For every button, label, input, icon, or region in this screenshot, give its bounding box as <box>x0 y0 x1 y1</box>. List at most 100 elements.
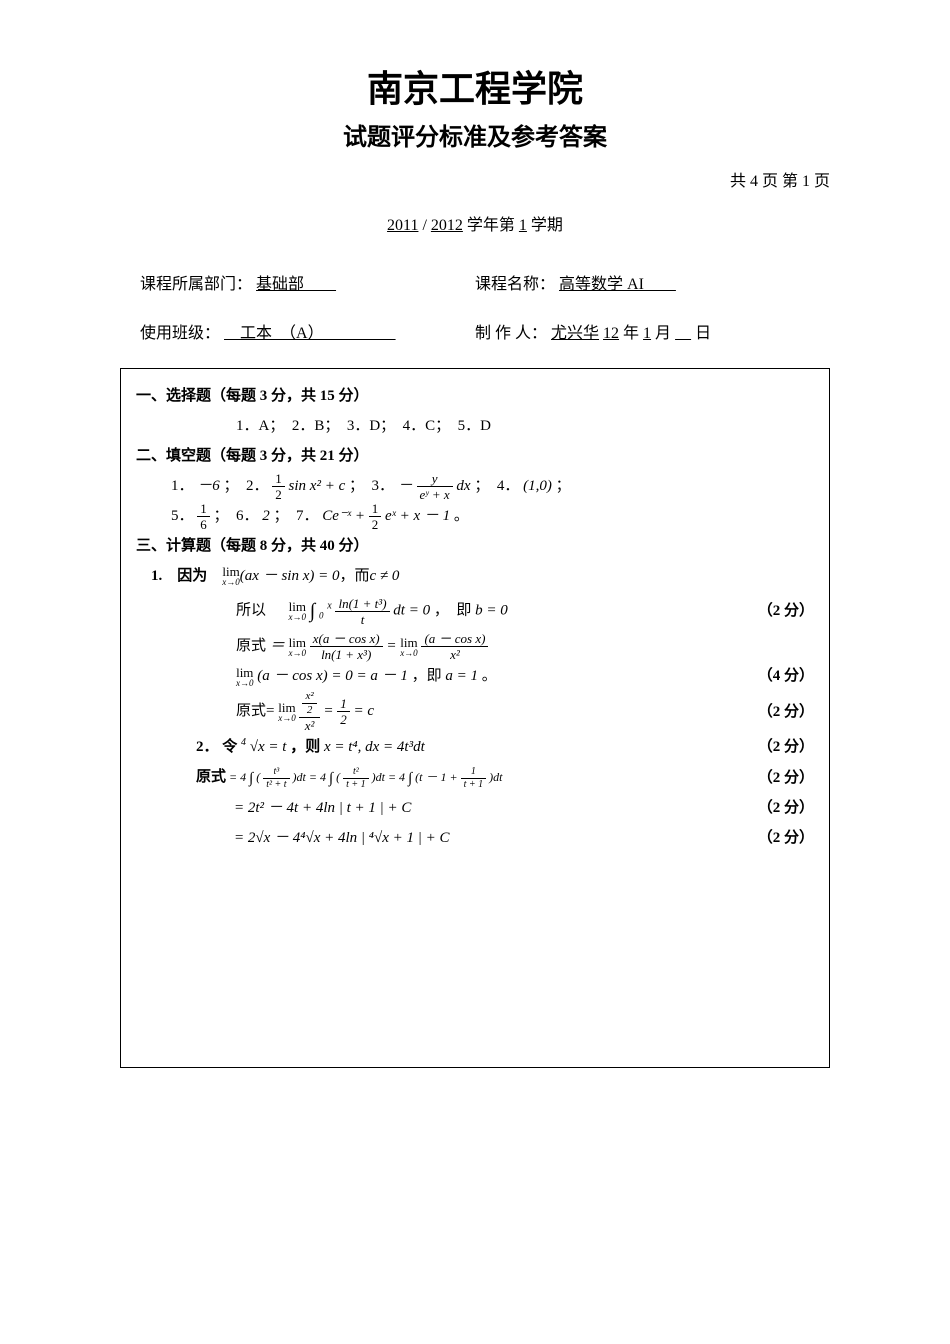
calc1-aeq: a = 1 <box>445 668 478 684</box>
q2-frac-den: 2 <box>272 487 285 501</box>
calc2-eq: = 4 <box>229 770 246 784</box>
calc2-score1: （2 分） <box>758 732 814 762</box>
q6-prefix: ； 6． <box>214 508 259 524</box>
month-suffix: 月 <box>655 325 671 342</box>
q7-suffix: 。 <box>454 508 469 524</box>
q7-frac: 1 2 <box>369 502 382 531</box>
author-value: 尤兴华 <box>551 325 599 342</box>
course-field: 课程名称： 高等数学 AI <box>475 270 810 294</box>
q3-prefix: ； 3． <box>349 478 394 494</box>
calc2-int3: ∫ <box>408 770 412 786</box>
calc1-f1: x(a － cos x) ln(1 + x³) <box>310 632 383 661</box>
class-label: 使用班级： <box>140 325 220 342</box>
meta-row-2: 使用班级： 工本 （A） 制 作 人： 尤兴华 12 年 1 月 日 <box>120 319 830 343</box>
q7-prefix: ； 7． <box>274 508 319 524</box>
q4-suffix: ； <box>556 478 571 494</box>
calc2-int3-rest: )dt <box>489 770 502 784</box>
calc1-because: 因为 <box>177 561 207 591</box>
calc2-let: 令 <box>222 739 237 755</box>
sem-suffix: 学期 <box>531 217 563 234</box>
calc2-int1: ∫ <box>249 770 253 786</box>
meta-row-1: 课程所属部门： 基础部 课程名称： 高等数学 AI <box>120 270 830 294</box>
q3-frac-num: y <box>417 472 453 487</box>
slash: / <box>422 217 430 234</box>
year-suffix: 年 <box>623 325 643 342</box>
calc2-l3: = 2t² － 4t + 4ln | t + 1 | + C <box>234 800 411 816</box>
calc1-lim4: lim x→0 <box>400 636 418 658</box>
calc1-period: 。 <box>482 668 497 684</box>
date-day-blank <box>675 325 691 342</box>
title-sub: 试题评分标准及参考答案 <box>120 117 830 152</box>
q5-prefix: 5． <box>171 508 194 524</box>
q4-prefix: ； 4． <box>474 478 519 494</box>
calc2-orig: 原式 <box>196 769 226 785</box>
calc1-f2: (a － cos x) x² <box>421 632 488 661</box>
calc1-score1: （2 分） <box>758 596 814 626</box>
calc1-beq: b = 0 <box>475 603 508 619</box>
calc1-line2: 所以 lim x→0 ∫ 0 x ln(1 + t³) t dt = 0 ， 即… <box>136 591 814 631</box>
calc1-lim5: lim x→0 <box>236 666 254 688</box>
calc1-lim1: lim x→0 <box>222 565 240 587</box>
page-info: 共 4 页 第 1 页 <box>120 167 830 191</box>
calc1-line4: lim x→0 (a － cos x) = 0 = a － 1 ，即 a = 1… <box>136 661 814 691</box>
calc1-lim5-expr: (a － cos x) = 0 = a － 1 <box>257 668 408 684</box>
calc2-score4: （2 分） <box>758 823 814 853</box>
calc1-int-lower: 0 <box>319 611 324 621</box>
class-value: 工本 （A） <box>224 325 396 342</box>
year-start: 2011 <box>387 217 418 234</box>
fill-line-1: 1． －6 ； 2． 1 2 sin x² + c ； 3． － y eʸ + … <box>136 471 814 501</box>
calc1-num: 1. <box>151 561 162 591</box>
q6-val: 2 <box>262 508 270 524</box>
calc1-ie2: ，即 <box>412 668 442 684</box>
q5-frac: 1 6 <box>197 502 210 531</box>
calc1-score3: （2 分） <box>758 697 814 727</box>
course-value: 高等数学 AI <box>559 276 676 293</box>
semester-line: 2011 / 2012 学年第 1 学期 <box>120 211 830 235</box>
calc2-int1-rest: )dt = 4 <box>293 770 326 784</box>
fill-line-2: 5． 1 6 ； 6． 2 ； 7． Ce⁻ˣ + 1 2 eˣ + x － 1… <box>136 501 814 531</box>
author-label: 制 作 人： <box>475 325 547 342</box>
calc1-cneq: c ≠ 0 <box>370 561 400 591</box>
day-suffix: 日 <box>695 325 711 342</box>
q7-val: Ce⁻ˣ + <box>322 508 368 524</box>
sem-num: 1 <box>519 217 527 234</box>
calc2-int2-frac: t² t + 1 <box>343 767 369 790</box>
calc1-orig: 原式 <box>236 638 266 654</box>
calc1-lim2: lim x→0 <box>289 600 307 622</box>
title-main: 南京工程学院 <box>120 60 830 112</box>
calc2-score3: （2 分） <box>758 793 814 823</box>
q3-rest: dx <box>456 478 470 494</box>
author-field: 制 作 人： 尤兴华 12 年 1 月 日 <box>475 319 810 343</box>
calc1-eqc: = c <box>354 703 375 719</box>
calc1-so: 所以 <box>236 603 266 619</box>
dept-value: 基础部 <box>256 276 336 293</box>
calc1-ie: ， 即 <box>434 603 472 619</box>
calc1-int-rest: dt = 0 <box>393 603 430 619</box>
calc1-lim3: lim x→0 <box>289 636 307 658</box>
calc2-l4: = 2√x － 4⁴√x + 4ln | ⁴√x + 1 | + C <box>234 830 450 846</box>
q1-val: －6 <box>197 478 220 494</box>
calc2-root-idx: 4 <box>241 737 246 748</box>
calc1-eq1: ＝ <box>270 638 285 654</box>
calc1-line1: 1. 因为 lim x→0 (ax － sin x) = 0 ，而 c ≠ 0 <box>136 561 814 591</box>
calc1-line5: 原式= lim x→0 x² 2 x² = 1 2 = c （ <box>136 691 814 732</box>
q3-neg: － <box>398 478 413 494</box>
year-end: 2012 <box>431 217 463 234</box>
calc2-int2: ∫ <box>329 770 333 786</box>
calc2-line1: 2． 令 4 √x = t ，则 x = t⁴, dx = 4t³dt （2 分… <box>136 732 814 762</box>
q4-val: (1,0) <box>523 478 552 494</box>
calc1-line3: 原式 ＝ lim x→0 x(a － cos x) ln(1 + x³) = l… <box>136 631 814 661</box>
calc2-int3-inner: (t － 1 + <box>415 770 460 784</box>
calc2-then: ，则 <box>290 739 320 755</box>
calc2-int3-frac: 1 t + 1 <box>461 767 487 790</box>
sem-prefix: 学年第 <box>467 217 519 234</box>
date-year: 12 <box>603 325 619 342</box>
q5-frac-den: 6 <box>197 517 210 531</box>
calc1-f4: 1 2 <box>337 697 350 726</box>
section-2-header: 二、填空题（每题 3 分，共 21 分） <box>136 441 814 471</box>
section-1-header: 一、选择题（每题 3 分，共 15 分） <box>136 381 814 411</box>
calc1-lim6: lim x→0 <box>278 701 296 723</box>
q7-frac-num: 1 <box>369 502 382 517</box>
calc2-line4: = 2√x － 4⁴√x + 4ln | ⁴√x + 1 | + C （2 分） <box>136 823 814 853</box>
content-box: 一、选择题（每题 3 分，共 15 分） 1．A； 2．B； 3．D； 4．C；… <box>120 368 830 1068</box>
